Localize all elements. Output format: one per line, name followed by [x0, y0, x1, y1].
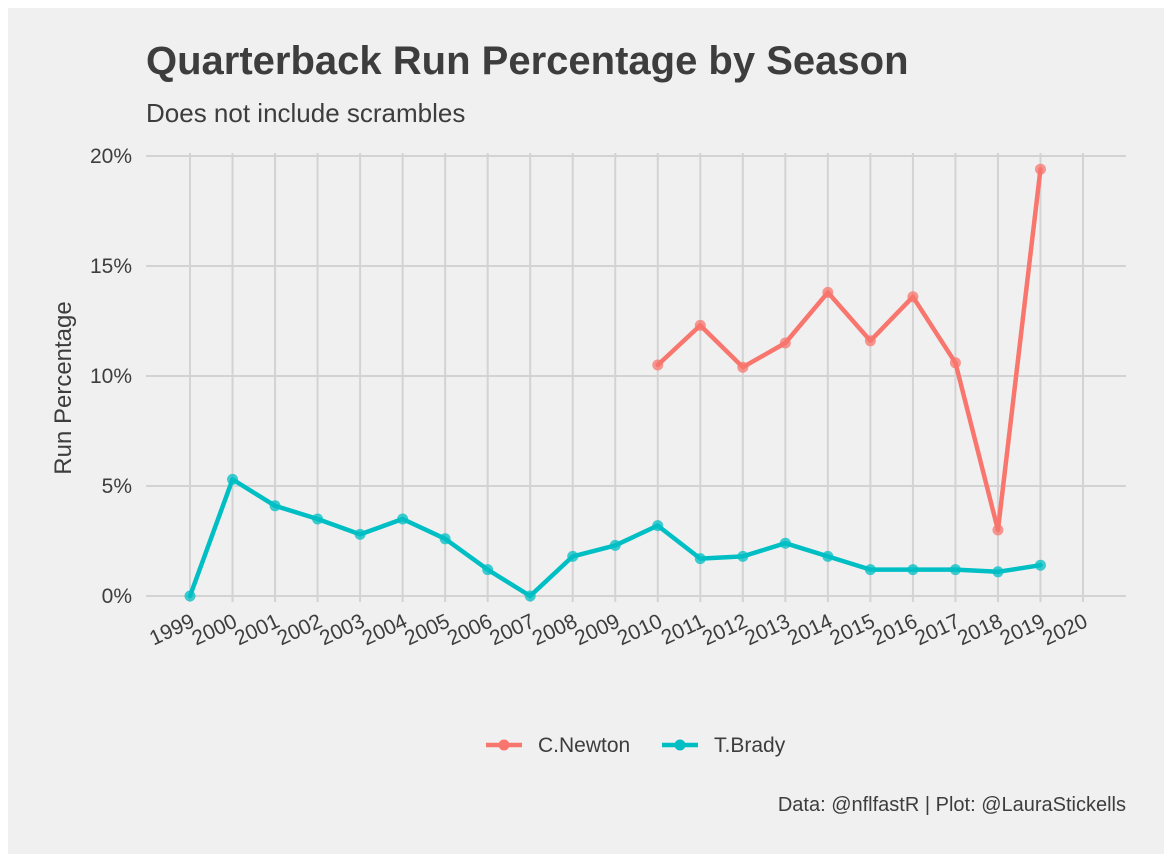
data-point	[269, 500, 281, 512]
legend-key-point	[498, 739, 510, 751]
legend-item: C.Newton	[486, 734, 630, 757]
legend-item: T.Brady	[662, 734, 786, 757]
data-point	[864, 564, 876, 576]
data-point	[949, 357, 961, 369]
data-point	[312, 513, 324, 525]
data-point	[822, 550, 834, 562]
y-tick-label: 5%	[102, 475, 132, 498]
legend: C.Newton T.Brady	[486, 734, 786, 757]
data-point	[609, 539, 621, 551]
chart-panel: Quarterback Run Percentage by Season Doe…	[8, 8, 1164, 854]
y-tick-label: 20%	[90, 145, 132, 168]
data-point	[907, 291, 919, 303]
data-point	[397, 513, 409, 525]
data-point	[1034, 163, 1046, 175]
data-point	[482, 564, 494, 576]
gridlines	[146, 153, 1126, 602]
series-c-newton	[652, 163, 1046, 536]
data-point	[992, 524, 1004, 536]
line-chart: Quarterback Run Percentage by Season Doe…	[50, 39, 1126, 816]
x-axis-ticks: 1999200020012002200320042005200620072008…	[146, 610, 1091, 651]
data-point	[864, 335, 876, 347]
data-point	[907, 564, 919, 576]
data-point	[227, 473, 239, 485]
data-point	[652, 359, 664, 371]
data-point	[567, 550, 579, 562]
series-t-brady	[184, 473, 1046, 602]
data-point	[992, 566, 1004, 578]
data-point	[737, 550, 749, 562]
y-axis-ticks: 0% 5% 10% 15% 20%	[90, 145, 132, 608]
y-tick-label: 15%	[90, 255, 132, 278]
chart-caption: Data: @nflfastR | Plot: @LauraStickells	[778, 794, 1126, 816]
x-tick-label: 2020	[1039, 610, 1091, 651]
data-point	[694, 553, 706, 565]
data-point	[439, 533, 451, 545]
legend-label: T.Brady	[714, 734, 786, 757]
y-tick-label: 0%	[102, 585, 132, 608]
data-point	[652, 520, 664, 532]
data-point	[524, 590, 536, 602]
legend-label: C.Newton	[538, 734, 630, 757]
legend-key-point	[674, 739, 686, 751]
chart-title: Quarterback Run Percentage by Season	[146, 39, 909, 83]
chart-subtitle: Does not include scrambles	[146, 98, 465, 128]
y-tick-label: 10%	[90, 365, 132, 388]
series-lines	[184, 163, 1046, 602]
data-point	[737, 361, 749, 373]
series-line	[655, 166, 1043, 533]
data-point	[1034, 559, 1046, 571]
data-point	[354, 528, 366, 540]
data-point	[184, 590, 196, 602]
data-point	[949, 564, 961, 576]
y-axis-title: Run Percentage	[50, 301, 77, 474]
data-point	[822, 286, 834, 298]
data-point	[779, 337, 791, 349]
data-point	[694, 319, 706, 331]
data-point	[779, 537, 791, 549]
